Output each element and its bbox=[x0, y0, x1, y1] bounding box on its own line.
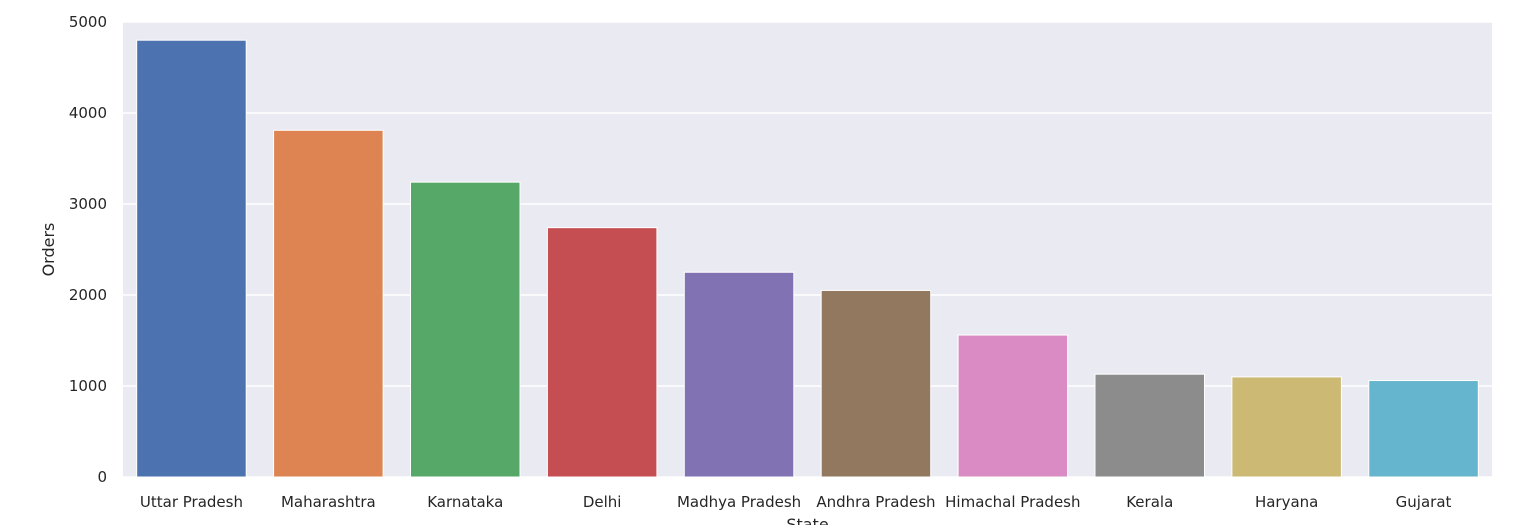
x-tick-label: Delhi bbox=[583, 493, 622, 511]
bar bbox=[1094, 373, 1206, 478]
y-axis-label: Orders bbox=[39, 223, 58, 277]
bar bbox=[546, 227, 658, 478]
y-tick-label: 0 bbox=[97, 468, 107, 486]
x-tick-label: Andhra Pradesh bbox=[816, 493, 935, 511]
x-tick-label: Gujarat bbox=[1396, 493, 1452, 511]
y-tick-label: 3000 bbox=[69, 195, 107, 213]
y-tick-label: 2000 bbox=[69, 286, 107, 304]
x-tick-label: Haryana bbox=[1255, 493, 1318, 511]
x-axis-label: State bbox=[786, 515, 828, 525]
x-tick-label: Karnataka bbox=[427, 493, 503, 511]
y-tick-label: 4000 bbox=[69, 104, 107, 122]
x-tick-label: Uttar Pradesh bbox=[140, 493, 243, 511]
x-tick-label: Maharashtra bbox=[281, 493, 376, 511]
x-tick-label: Kerala bbox=[1126, 493, 1173, 511]
bar bbox=[957, 334, 1069, 478]
y-tick-label: 1000 bbox=[69, 377, 107, 395]
bar bbox=[1368, 380, 1479, 478]
bar bbox=[136, 39, 247, 478]
bar bbox=[683, 271, 795, 478]
bar bbox=[273, 129, 384, 478]
bar bbox=[1231, 376, 1342, 478]
x-tick-label: Himachal Pradesh bbox=[945, 493, 1080, 511]
y-tick-labels: 0 1000 2000 3000 4000 5000 bbox=[69, 13, 107, 486]
bar bbox=[820, 289, 932, 478]
x-tick-label: Madhya Pradesh bbox=[677, 493, 801, 511]
bars bbox=[136, 39, 1479, 478]
y-tick-label: 5000 bbox=[69, 13, 107, 31]
bar bbox=[409, 181, 521, 478]
x-tick-labels: Uttar Pradesh Maharashtra Karnataka Delhi Ma… bbox=[140, 493, 1452, 511]
